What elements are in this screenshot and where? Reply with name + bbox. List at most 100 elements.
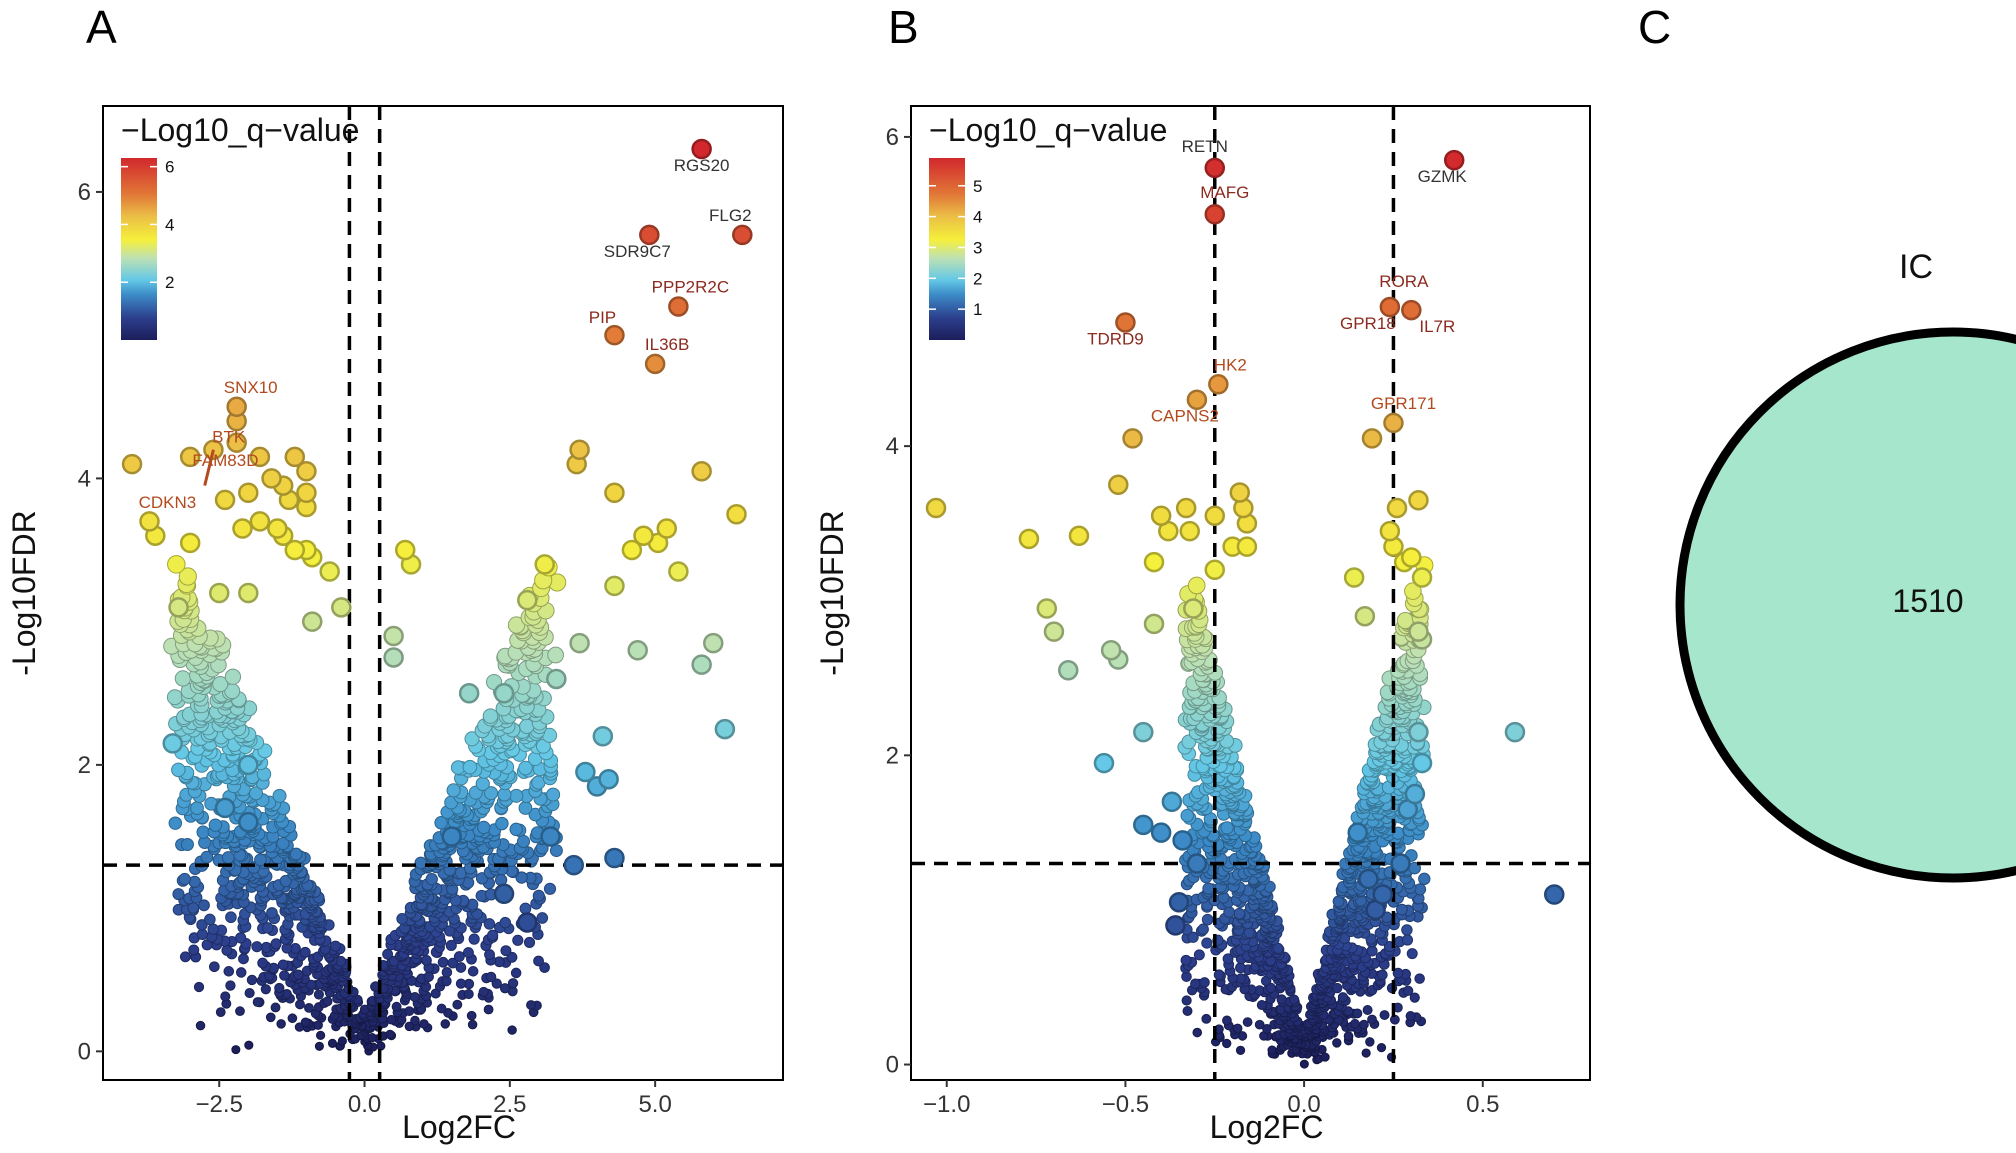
data-point	[1337, 992, 1349, 1003]
data-point	[656, 518, 678, 539]
data-point	[1414, 973, 1425, 984]
data-point	[284, 446, 306, 468]
data-point	[493, 956, 505, 968]
data-point	[1183, 598, 1204, 619]
data-point	[419, 1019, 429, 1029]
data-point	[196, 928, 209, 940]
data-point	[331, 597, 352, 618]
data-point	[516, 834, 531, 849]
data-point	[540, 826, 561, 847]
x-tick-label: 0.0	[348, 1091, 381, 1118]
x-tick-label: −1.0	[923, 1091, 970, 1118]
data-point	[604, 575, 625, 597]
data-point	[532, 889, 545, 902]
data-point	[220, 991, 231, 1002]
data-point	[238, 953, 249, 965]
data-point	[284, 539, 306, 561]
data-point	[925, 497, 947, 519]
data-point	[300, 1017, 311, 1028]
data-point	[238, 582, 259, 604]
data-point	[604, 482, 625, 503]
venn-diagram: IC 1510	[1675, 248, 2016, 883]
data-point	[1236, 536, 1258, 557]
data-point	[1347, 822, 1368, 843]
data-point	[691, 138, 712, 160]
data-point	[1143, 613, 1165, 635]
data-point	[198, 899, 210, 912]
data-point	[1186, 853, 1208, 874]
data-point	[519, 718, 535, 735]
y-axis-title: -Log10FDR	[814, 510, 850, 675]
data-point	[546, 787, 561, 802]
x-tick-label: 0.0	[1287, 1091, 1320, 1118]
data-point	[543, 882, 557, 895]
legend-tick-label: 3	[973, 238, 982, 257]
data-point	[167, 555, 186, 574]
venn-set-circle	[1675, 327, 2016, 883]
data-point	[274, 982, 285, 994]
data-point	[1379, 1010, 1390, 1020]
data-point	[467, 1019, 478, 1030]
data-point	[246, 974, 258, 986]
data-point	[261, 468, 282, 489]
data-point	[462, 759, 478, 775]
data-point	[1115, 312, 1136, 333]
data-point	[315, 1030, 326, 1041]
x-tick-label: 2.5	[493, 1091, 526, 1118]
data-point	[1180, 808, 1195, 823]
data-point	[1411, 752, 1433, 774]
data-point	[1402, 985, 1414, 996]
data-point	[467, 966, 479, 977]
data-point	[1187, 576, 1206, 595]
data-point	[536, 912, 549, 924]
data-point	[1193, 949, 1205, 961]
legend-tick-label: 6	[165, 158, 174, 177]
data-point	[304, 1002, 314, 1013]
data-point	[249, 786, 264, 801]
data-point	[464, 731, 480, 747]
data-point	[468, 933, 480, 945]
data-point	[1057, 660, 1079, 681]
data-point	[1242, 1017, 1253, 1027]
data-point	[1201, 913, 1214, 926]
data-point	[486, 929, 499, 941]
data-point	[455, 978, 467, 989]
data-point	[455, 962, 467, 973]
data-point	[1362, 1005, 1373, 1016]
x-axis-title: Log2FC	[402, 1109, 516, 1145]
y-tick-label: 4	[78, 465, 91, 492]
data-point	[196, 919, 208, 931]
data-point	[462, 947, 474, 959]
data-point	[1262, 1024, 1272, 1034]
data-point	[1372, 884, 1393, 905]
data-point	[485, 971, 497, 983]
data-point	[195, 1020, 206, 1031]
data-point	[1222, 953, 1234, 965]
data-point	[1232, 1023, 1243, 1034]
data-point	[171, 762, 186, 778]
data-point	[1036, 598, 1058, 619]
data-point	[231, 1045, 241, 1055]
data-point	[604, 847, 625, 869]
data-point	[235, 932, 247, 944]
gene-label: GPR18	[1340, 314, 1396, 333]
data-point	[1197, 923, 1209, 935]
data-point	[452, 999, 463, 1010]
x-tick-label: −2.5	[196, 1091, 243, 1118]
data-point	[518, 760, 533, 776]
data-point	[1180, 954, 1192, 966]
data-point	[196, 825, 210, 839]
data-point	[193, 981, 205, 993]
data-point	[1100, 639, 1122, 661]
data-point	[162, 733, 183, 754]
data-point	[215, 1007, 226, 1018]
data-point	[726, 503, 747, 525]
data-point	[1418, 872, 1431, 886]
gene-label: RORA	[1379, 272, 1429, 291]
data-point	[507, 1025, 517, 1035]
data-point	[1376, 1042, 1387, 1053]
data-point	[1204, 559, 1226, 581]
data-point	[1168, 891, 1190, 913]
data-point	[458, 683, 480, 704]
venn-set-count: 1510	[1892, 583, 1963, 619]
